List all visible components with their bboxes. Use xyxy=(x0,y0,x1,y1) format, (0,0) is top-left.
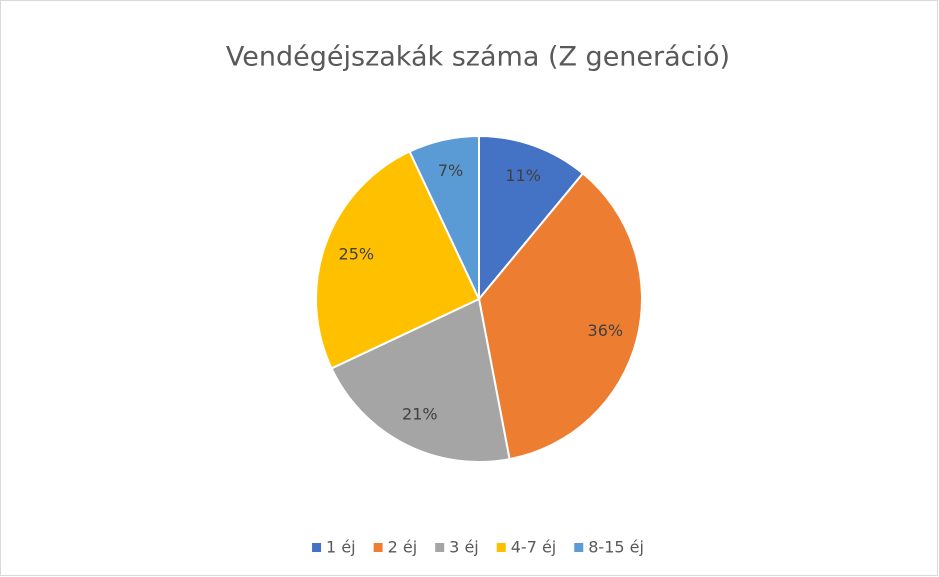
data-label: 7% xyxy=(438,161,463,180)
legend-swatch xyxy=(373,543,383,552)
pie-slice xyxy=(408,134,480,300)
legend-swatch xyxy=(435,543,445,552)
data-label: 21% xyxy=(402,405,438,424)
pie-slice xyxy=(477,171,643,461)
legend-swatch xyxy=(312,543,322,552)
pie-slice xyxy=(330,297,511,463)
legend-swatch xyxy=(574,543,584,552)
legend-label: 8-15 éj xyxy=(588,538,644,557)
legend-label: 2 éj xyxy=(388,538,418,557)
legend-label: 4-7 éj xyxy=(511,538,557,557)
legend-label: 3 éj xyxy=(449,538,479,557)
pie-slice xyxy=(315,150,481,370)
chart-title: Vendégéjszakák száma (Z generáció) xyxy=(226,42,730,73)
data-label: 11% xyxy=(505,166,541,185)
data-label: 36% xyxy=(588,321,624,340)
legend-label: 1 éj xyxy=(326,538,356,557)
data-label: 25% xyxy=(339,244,375,263)
pie-slice xyxy=(478,134,585,302)
legend-swatch xyxy=(496,543,506,552)
